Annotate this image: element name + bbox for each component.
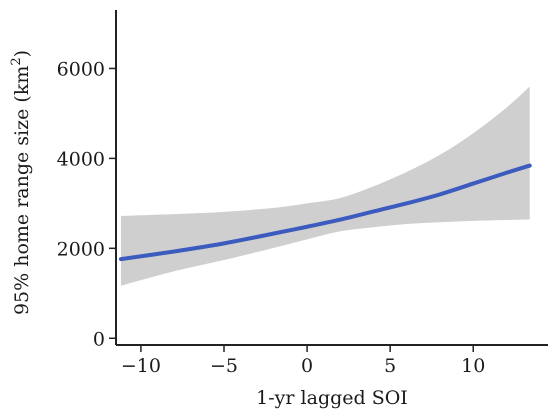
x-axis: −10 −5 0 5 10 (116, 344, 548, 377)
y-tick-label: 4000 (57, 148, 105, 170)
x-tick-label: 5 (384, 355, 396, 377)
y-axis-title-superscript: 2 (9, 57, 24, 65)
confidence-band (120, 86, 530, 286)
y-axis-title-suffix: ) (11, 50, 33, 57)
y-tick-label: 6000 (57, 58, 105, 80)
x-tick-label: 10 (461, 355, 485, 377)
x-axis-title: 1-yr lagged SOI (256, 387, 408, 409)
x-tick-label: −5 (210, 355, 238, 377)
x-tick-label: 0 (301, 355, 313, 377)
plot-area (118, 86, 532, 286)
x-tick-label: −10 (121, 355, 161, 377)
y-tick-label: 2000 (57, 238, 105, 260)
y-axis-title-main: 95% home range size (km (11, 66, 33, 315)
y-axis: 0 2000 4000 6000 (57, 10, 117, 350)
fit-line (118, 163, 532, 262)
y-tick-label: 0 (93, 328, 105, 350)
y-axis-title: 95% home range size (km2) (9, 50, 33, 315)
